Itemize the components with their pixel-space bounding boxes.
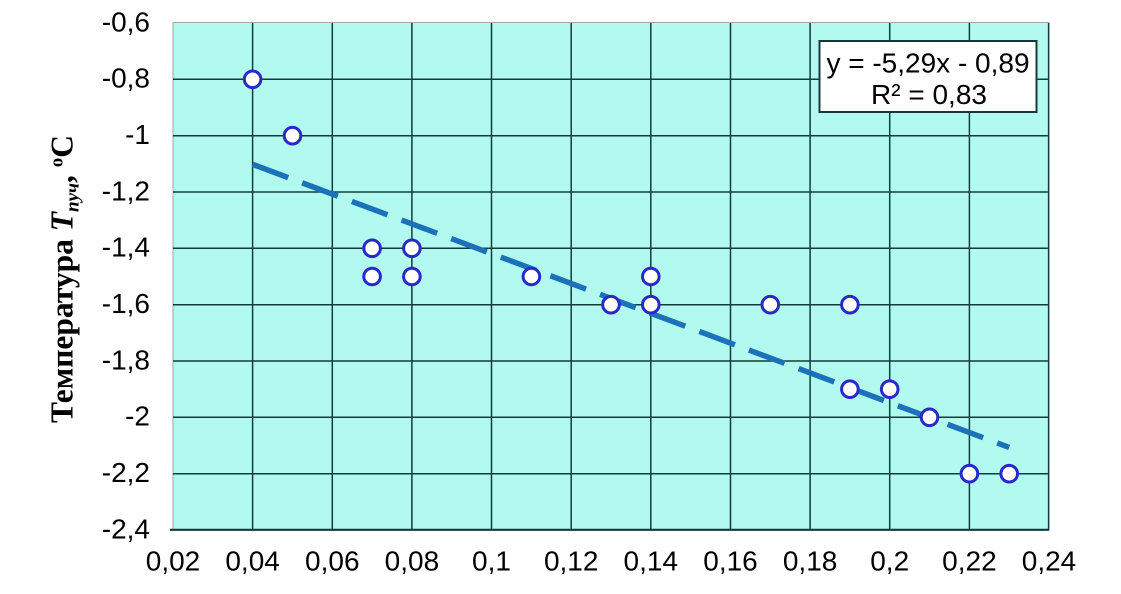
svg-text:-0,8: -0,8 [102,63,150,94]
svg-text:0,16: 0,16 [703,546,758,577]
svg-text:0,1: 0,1 [472,546,511,577]
svg-text:y = -5,29x - 0,89: y = -5,29x - 0,89 [826,48,1029,79]
svg-text:-2,4: -2,4 [102,513,150,544]
svg-text:0,04: 0,04 [225,546,280,577]
svg-text:-1,8: -1,8 [102,344,150,375]
svg-text:0,22: 0,22 [942,546,997,577]
svg-text:0,06: 0,06 [305,546,360,577]
svg-text:0,18: 0,18 [783,546,838,577]
svg-text:0,08: 0,08 [385,546,440,577]
svg-text:-1: -1 [125,119,150,150]
svg-text:-0,6: -0,6 [102,6,150,37]
svg-text:-2: -2 [125,401,150,432]
svg-text:0,24: 0,24 [1022,546,1077,577]
svg-text:0,12: 0,12 [544,546,599,577]
svg-text:-1,4: -1,4 [102,232,150,263]
svg-text:0,02: 0,02 [146,546,201,577]
svg-text:R² = 0,83: R² = 0,83 [871,79,987,110]
svg-text:-1,6: -1,6 [102,288,150,319]
svg-text:Температура Tпуч, оС: Температура Tпуч, оС [44,135,83,423]
svg-text:-2,2: -2,2 [102,457,150,488]
svg-text:-1,2: -1,2 [102,175,150,206]
svg-text:0,14: 0,14 [624,546,679,577]
svg-text:0,2: 0,2 [870,546,909,577]
